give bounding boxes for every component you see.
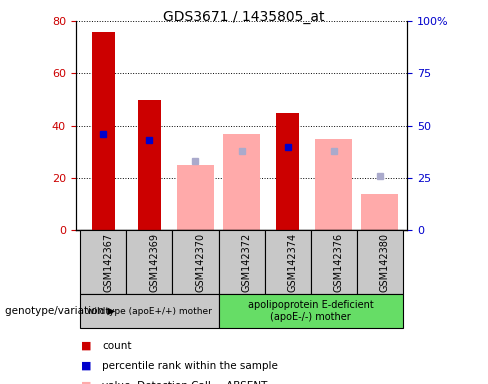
Text: count: count (102, 341, 132, 351)
Bar (357, 230, 403, 294)
Bar (362, 194, 398, 230)
Bar (219, 230, 264, 294)
Bar (172, 230, 219, 294)
Bar (126, 230, 172, 294)
Text: wildtype (apoE+/+) mother: wildtype (apoE+/+) mother (87, 306, 212, 316)
Text: GSM142380: GSM142380 (380, 233, 390, 291)
Bar (92, 31, 115, 230)
Text: GDS3671 / 1435805_at: GDS3671 / 1435805_at (163, 10, 325, 23)
Bar (223, 134, 260, 230)
Text: percentile rank within the sample: percentile rank within the sample (102, 361, 278, 371)
Bar (311, 230, 357, 294)
Text: ■: ■ (81, 361, 91, 371)
Bar (315, 139, 352, 230)
Bar (219, 294, 403, 328)
Text: GSM142369: GSM142369 (149, 233, 160, 291)
Text: value, Detection Call = ABSENT: value, Detection Call = ABSENT (102, 381, 268, 384)
Bar (177, 165, 214, 230)
Text: apolipoprotein E-deficient
(apoE-/-) mother: apolipoprotein E-deficient (apoE-/-) mot… (248, 300, 374, 322)
Bar (138, 99, 161, 230)
Bar (80, 294, 219, 328)
Text: GSM142367: GSM142367 (103, 233, 113, 291)
Bar (80, 230, 126, 294)
Bar (276, 113, 299, 230)
Text: GSM142370: GSM142370 (196, 233, 205, 291)
Text: GSM142372: GSM142372 (242, 232, 251, 292)
Text: genotype/variation ▶: genotype/variation ▶ (5, 306, 115, 316)
Text: ■: ■ (81, 381, 91, 384)
Text: GSM142376: GSM142376 (334, 233, 344, 291)
Bar (264, 230, 311, 294)
Text: ■: ■ (81, 341, 91, 351)
Text: GSM142374: GSM142374 (287, 233, 298, 291)
